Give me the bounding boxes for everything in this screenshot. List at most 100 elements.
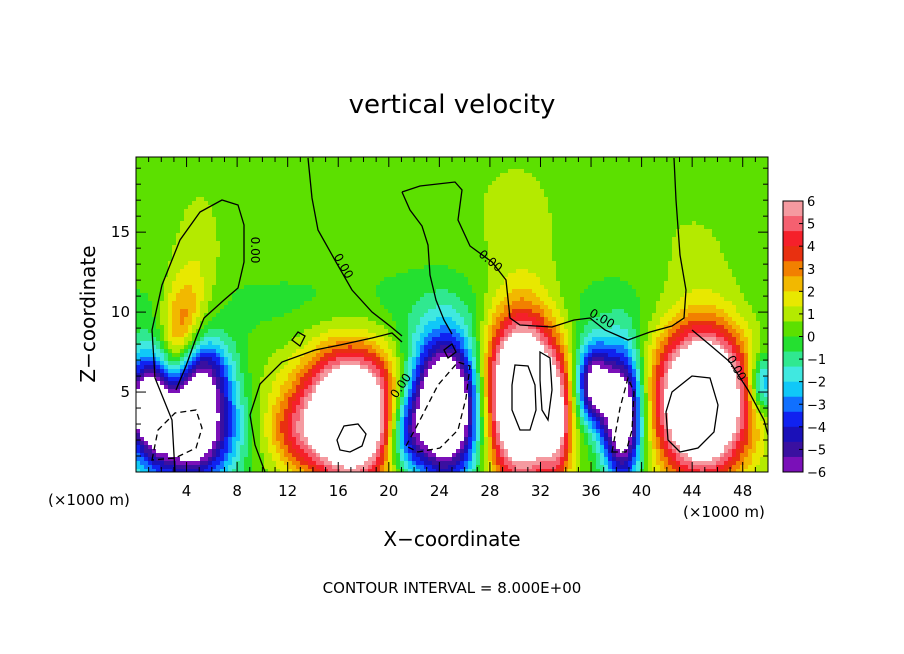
field-cell (684, 261, 689, 266)
field-cell (504, 217, 509, 222)
field-cell (252, 197, 257, 202)
field-cell (356, 189, 361, 194)
field-cell (356, 269, 361, 274)
field-cell (752, 213, 757, 218)
field-cell (164, 209, 169, 214)
field-cell (284, 237, 289, 242)
field-cell (368, 225, 373, 230)
field-cell (484, 277, 489, 282)
field-cell (300, 201, 305, 206)
field-cell (656, 225, 661, 230)
field-cell (352, 229, 357, 234)
field-cell (384, 205, 389, 210)
field-cell (220, 233, 225, 238)
field-cell (392, 193, 397, 198)
field-cell (172, 193, 177, 198)
field-cell (528, 193, 533, 198)
field-cell (464, 177, 469, 182)
field-cell (312, 277, 317, 282)
field-cell (644, 185, 649, 190)
field-cell (144, 193, 149, 198)
field-cell (156, 157, 161, 162)
field-cell (196, 237, 201, 242)
field-cell (676, 241, 681, 246)
field-cell (708, 221, 713, 226)
field-cell (148, 261, 153, 266)
field-cell (760, 245, 765, 250)
field-cell (400, 213, 405, 218)
field-cell (152, 205, 157, 210)
field-cell (208, 157, 213, 162)
field-cell (384, 261, 389, 266)
field-cell (676, 201, 681, 206)
field-cell (412, 253, 417, 258)
field-cell (664, 265, 669, 270)
field-cell (652, 265, 657, 270)
field-cell (756, 201, 761, 206)
field-cell (496, 253, 501, 258)
field-cell (164, 185, 169, 190)
field-cell (708, 189, 713, 194)
field-cell (628, 233, 633, 238)
field-cell (584, 249, 589, 254)
field-cell (256, 157, 261, 162)
field-cell (276, 209, 281, 214)
field-cell (620, 181, 625, 186)
field-cell (588, 249, 593, 254)
field-cell (572, 169, 577, 174)
field-cell (272, 249, 277, 254)
field-cell (668, 209, 673, 214)
field-cell (696, 241, 701, 246)
field-cell (544, 157, 549, 162)
field-cell (692, 157, 697, 162)
field-cell (748, 225, 753, 230)
field-cell (204, 237, 209, 242)
field-cell (740, 205, 745, 210)
field-cell (600, 197, 605, 202)
field-cell (208, 189, 213, 194)
field-cell (412, 185, 417, 190)
field-cell (220, 257, 225, 262)
field-cell (428, 157, 433, 162)
field-cell (192, 201, 197, 206)
field-cell (344, 253, 349, 258)
field-cell (600, 189, 605, 194)
field-cell (516, 185, 521, 190)
field-cell (588, 253, 593, 258)
field-cell (304, 277, 309, 282)
field-cell (272, 265, 277, 270)
field-cell (200, 217, 205, 222)
field-cell (252, 169, 257, 174)
field-cell (596, 209, 601, 214)
field-cell (324, 265, 329, 270)
field-cell (708, 157, 713, 162)
field-cell (356, 245, 361, 250)
field-cell (444, 221, 449, 226)
field-cell (660, 177, 665, 182)
field-cell (600, 193, 605, 198)
field-cell (660, 253, 665, 258)
field-cell (404, 169, 409, 174)
field-cell (452, 209, 457, 214)
field-cell (656, 213, 661, 218)
field-cell (436, 249, 441, 254)
field-cell (576, 185, 581, 190)
field-cell (696, 209, 701, 214)
field-cell (540, 213, 545, 218)
field-cell (440, 261, 445, 266)
field-cell (400, 277, 405, 282)
field-cell (648, 245, 653, 250)
field-cell (548, 241, 553, 246)
field-cell (752, 193, 757, 198)
field-cell (704, 201, 709, 206)
field-cell (564, 253, 569, 258)
field-cell (620, 165, 625, 170)
field-cell (680, 201, 685, 206)
field-cell (308, 193, 313, 198)
field-cell (428, 197, 433, 202)
field-cell (656, 265, 661, 270)
field-cell (600, 249, 605, 254)
field-cell (668, 173, 673, 178)
field-cell (148, 249, 153, 254)
field-cell (180, 237, 185, 242)
